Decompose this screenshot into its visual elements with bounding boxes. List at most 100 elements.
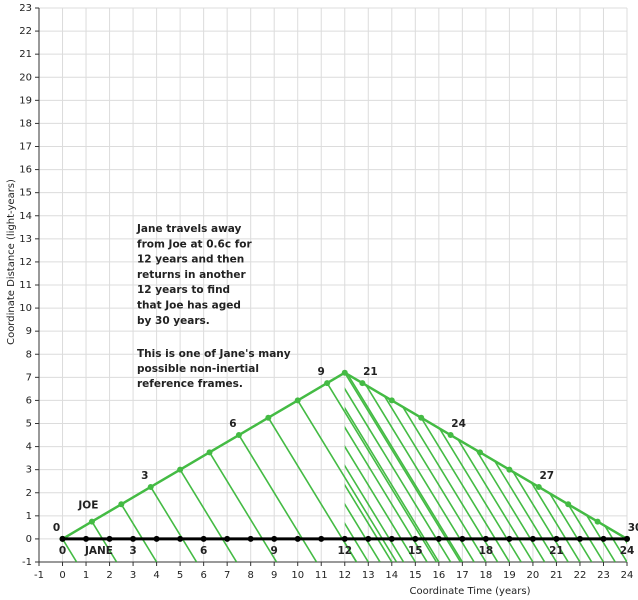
data-point	[341, 369, 348, 376]
clock-label: 24	[451, 418, 466, 430]
y-tick-label: 12	[19, 257, 32, 268]
clock-label: 30	[628, 522, 638, 534]
data-point	[553, 535, 560, 542]
clock-label: 3	[141, 470, 148, 482]
clock-label: 12	[337, 545, 352, 557]
x-tick-label: 15	[409, 570, 422, 581]
hatch-line	[508, 372, 627, 562]
y-tick-label: 14	[19, 211, 32, 222]
clock-label: 6	[200, 545, 207, 557]
y-tick-label: 7	[26, 372, 32, 383]
data-point	[435, 535, 442, 542]
clock-label: 15	[408, 545, 423, 557]
hatch	[344, 372, 627, 562]
simultaneity-line	[208, 451, 278, 562]
data-point	[206, 449, 213, 456]
clock-label: 0	[59, 545, 66, 557]
annotation-line: that Joe has aged	[137, 300, 241, 312]
x-tick-label: 10	[291, 570, 304, 581]
data-point	[341, 535, 348, 542]
x-tick-label: 1	[83, 570, 89, 581]
hatch-line	[344, 372, 452, 562]
data-point	[529, 535, 536, 542]
annotation-line: returns in another	[137, 269, 246, 281]
y-tick-label: 21	[19, 49, 32, 60]
hatch-line	[344, 372, 381, 562]
x-axis-title: Coordinate Time (years)	[410, 586, 531, 597]
hatch-line	[496, 372, 627, 562]
x-tick-label: 22	[574, 570, 587, 581]
hatch-line	[367, 372, 499, 562]
data-point	[130, 535, 137, 542]
y-tick-label: 16	[19, 165, 32, 176]
clock-label: 27	[539, 470, 554, 482]
hatch-line	[390, 372, 522, 562]
simultaneity-line	[61, 538, 78, 562]
y-axis-title: Coordinate Distance (light-years)	[6, 179, 17, 345]
data-point	[247, 535, 254, 542]
clock-label: 24	[620, 545, 635, 557]
hatch-line	[344, 372, 440, 562]
y-tick-label: 2	[26, 488, 32, 499]
data-point	[147, 483, 154, 490]
x-tick-label: 9	[271, 570, 277, 581]
x-tick-label: 21	[550, 570, 563, 581]
data-point	[477, 449, 483, 456]
x-tick-label: 20	[527, 570, 540, 581]
data-point	[388, 535, 395, 542]
simultaneity-line	[326, 382, 438, 562]
clock-label: 0	[53, 522, 60, 534]
hatch-line	[344, 372, 417, 562]
x-tick-label: 12	[338, 570, 351, 581]
y-tick-label: 1	[26, 511, 32, 522]
data-point	[235, 432, 242, 439]
hatch-line	[344, 372, 369, 562]
hatch-line	[344, 372, 428, 562]
clock-label: 6	[229, 418, 236, 430]
data-point	[447, 432, 454, 439]
simultaneity-line	[344, 372, 462, 562]
y-tick-label: -1	[22, 557, 32, 568]
x-tick-label: 6	[200, 570, 206, 581]
data-point	[200, 535, 207, 542]
annotation-line: possible non-inertial	[137, 363, 259, 375]
x-tick-label: 8	[247, 570, 253, 581]
simultaneity-line	[120, 503, 158, 562]
data-point	[177, 466, 184, 473]
data-point	[535, 483, 542, 490]
x-tick-label: 13	[362, 570, 375, 581]
y-tick-label: 5	[26, 419, 32, 430]
simultaneity-line	[297, 399, 398, 562]
series-name: JANE	[84, 545, 113, 557]
data-point	[88, 518, 95, 525]
y-tick-label: 19	[19, 95, 32, 106]
y-tick-label: 9	[26, 326, 32, 337]
y-tick-label: 20	[19, 72, 32, 83]
data-point	[365, 535, 372, 542]
y-tick-label: 3	[26, 465, 32, 476]
hatch-line	[414, 372, 546, 562]
x-tick-label: -1	[34, 570, 44, 581]
hatch-line	[449, 372, 581, 562]
hatch-line	[425, 372, 558, 562]
x-tick-label: 23	[597, 570, 610, 581]
y-tick-label: 17	[19, 142, 32, 153]
x-tick-label: 19	[503, 570, 516, 581]
y-tick-label: 11	[19, 280, 32, 291]
x-tick-label: 0	[59, 570, 65, 581]
hatch-line	[461, 372, 593, 562]
data-point	[177, 535, 184, 542]
clock-label: 21	[363, 366, 378, 378]
x-tick-label: 18	[480, 570, 493, 581]
data-point	[106, 535, 113, 542]
x-tick-label: 11	[315, 570, 328, 581]
data-point	[271, 535, 278, 542]
data-point	[418, 414, 425, 421]
x-tick-label: 5	[177, 570, 183, 581]
x-tick-label: 7	[224, 570, 230, 581]
annotation-line: 12 years to find	[137, 284, 230, 296]
data-point	[565, 501, 572, 508]
annotation-line: 12 years and then	[137, 254, 244, 266]
hatch-line	[555, 372, 627, 562]
data-point	[118, 501, 125, 508]
